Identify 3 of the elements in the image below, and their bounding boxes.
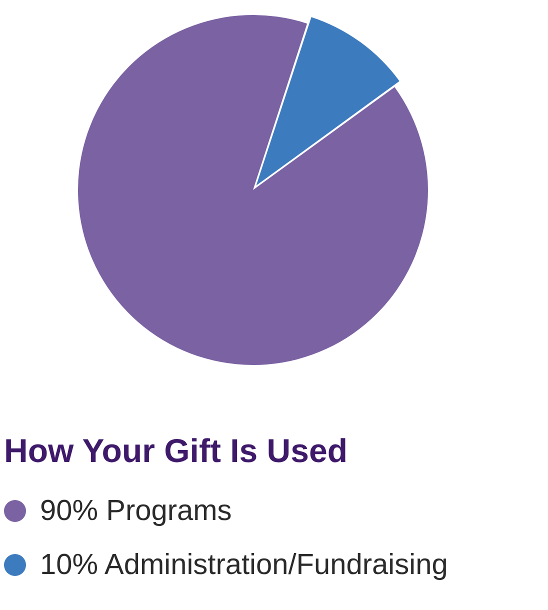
text: How Your Gift Is Used (4, 432, 348, 470)
legend-label: 10% Administration/Fundraising (40, 548, 448, 582)
legend-label: 90% Programs (40, 494, 232, 528)
